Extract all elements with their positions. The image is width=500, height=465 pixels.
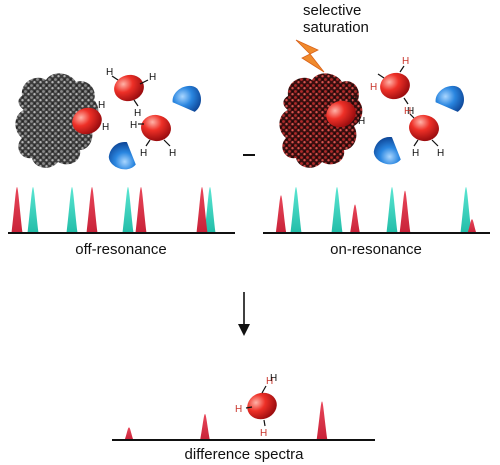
atom-h: H: [169, 148, 176, 159]
atom-h: H: [358, 116, 365, 127]
water-oxygen-icon: [243, 388, 281, 424]
water-oxygen-icon: [138, 112, 174, 144]
off-resonance-scene: H H H H H H H H: [15, 67, 207, 174]
free-water-molecule: [377, 69, 413, 103]
red-peak: [275, 195, 287, 233]
difference-spectrum: [124, 401, 328, 440]
atom-h-saturated: H: [235, 404, 242, 415]
cyan-peak: [460, 187, 472, 233]
free-water-molecule: [138, 112, 174, 144]
red-peak: [316, 401, 328, 440]
red-peak: [86, 187, 98, 233]
off-resonance-spectrum: [11, 187, 216, 233]
atom-h: H: [350, 94, 357, 105]
water-oxygen-icon: [406, 112, 442, 144]
red-peak: [11, 187, 23, 233]
atom-h-saturated: H: [404, 106, 411, 117]
atom-h: H: [412, 148, 419, 159]
atom-h: H: [437, 148, 444, 159]
water-oxygen-icon: [111, 71, 147, 105]
cyan-peak: [27, 187, 39, 233]
saturation-label-line1: selective: [303, 2, 361, 19]
atom-h-saturated: H: [266, 376, 273, 387]
on-resonance-label: on-resonance: [330, 241, 422, 258]
down-arrow-icon: [238, 292, 250, 336]
off-resonance-label: off-resonance: [75, 241, 167, 258]
difference-water-molecule: H H H H: [235, 373, 281, 439]
atom-h: H: [149, 72, 156, 83]
red-peak: [399, 190, 411, 233]
atom-h-saturated: H: [402, 56, 409, 67]
ligand-icon: [431, 81, 470, 119]
ligand-icon: [370, 132, 407, 169]
cyan-peak: [122, 187, 134, 233]
red-peak: [350, 204, 360, 233]
lightning-icon: [295, 39, 325, 73]
ligand-icon: [105, 137, 142, 174]
cyan-peak: [331, 187, 343, 233]
red-peak: [124, 427, 134, 440]
saturation-label-line2: saturation: [303, 19, 369, 36]
minus-sign: [243, 154, 255, 156]
on-resonance-spectrum: [275, 187, 477, 233]
protein-gray-icon: [15, 73, 99, 168]
cyan-peak: [290, 187, 302, 233]
atom-h: H: [134, 108, 141, 119]
protein-saturated-icon: [279, 73, 363, 168]
atom-h: H: [98, 100, 105, 111]
free-water-molecule: [406, 112, 442, 144]
red-peak: [135, 187, 147, 233]
water-oxygen-icon: [377, 69, 413, 103]
red-peak: [200, 413, 210, 440]
atom-h-saturated: H: [260, 428, 267, 439]
red-peak: [196, 187, 208, 233]
atom-h: H: [140, 148, 147, 159]
atom-h-saturated: H: [370, 82, 377, 93]
atom-h: H: [106, 67, 113, 78]
cyan-peak: [204, 187, 216, 233]
free-water-molecule: [111, 71, 147, 105]
ligand-icon: [168, 81, 207, 119]
difference-spectra-label: difference spectra: [184, 446, 304, 463]
atom-h: H: [102, 122, 109, 133]
atom-h: H: [270, 373, 277, 384]
red-peak: [467, 219, 477, 233]
cyan-peak: [386, 187, 398, 233]
on-resonance-scene: selective saturation H H H H H H H H: [279, 2, 470, 169]
cyan-peak: [66, 187, 78, 233]
atom-h: H: [130, 120, 137, 131]
atom-h: H: [407, 106, 414, 117]
